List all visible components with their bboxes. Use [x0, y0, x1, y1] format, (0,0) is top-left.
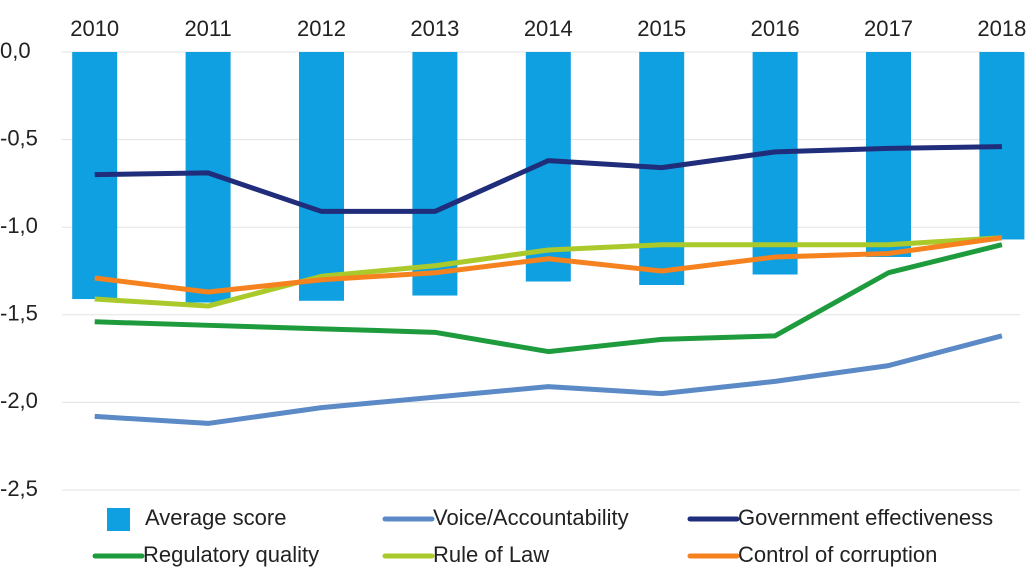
bar [299, 52, 344, 301]
legend-label: Control of corruption [738, 542, 937, 567]
x-tick-label: 2016 [751, 16, 800, 41]
y-tick-label: -2,0 [0, 388, 38, 413]
line [94, 333, 1003, 426]
line [94, 242, 1003, 355]
y-tick-label: -2,5 [0, 476, 38, 501]
legend-swatch [107, 508, 130, 531]
y-tick-label: -1,0 [0, 213, 38, 238]
line [94, 235, 1003, 295]
x-tick-label: 2010 [70, 16, 119, 41]
x-tick-label: 2014 [524, 16, 573, 41]
legend-label: Rule of Law [433, 542, 549, 567]
legend-label: Government effectiveness [738, 505, 993, 530]
line [94, 144, 1002, 214]
bar [866, 52, 911, 257]
y-tick-label: -1,5 [0, 301, 38, 326]
x-tick-label: 2011 [184, 16, 231, 41]
bar [752, 52, 798, 275]
y-tick-label: 0,0 [0, 38, 31, 63]
x-tick-label: 2017 [864, 16, 913, 41]
x-tick-label: 2012 [297, 16, 346, 41]
x-tick-label: 2018 [977, 16, 1026, 41]
bar [412, 52, 458, 296]
line [94, 235, 1003, 309]
legend-label: Regulatory quality [143, 542, 319, 567]
legend-label: Average score [145, 505, 286, 530]
legend-label: Voice/Accountability [433, 505, 629, 530]
y-tick-label: -0,5 [0, 125, 38, 150]
x-tick-label: 2013 [410, 16, 459, 41]
x-tick-label: 2015 [637, 16, 686, 41]
